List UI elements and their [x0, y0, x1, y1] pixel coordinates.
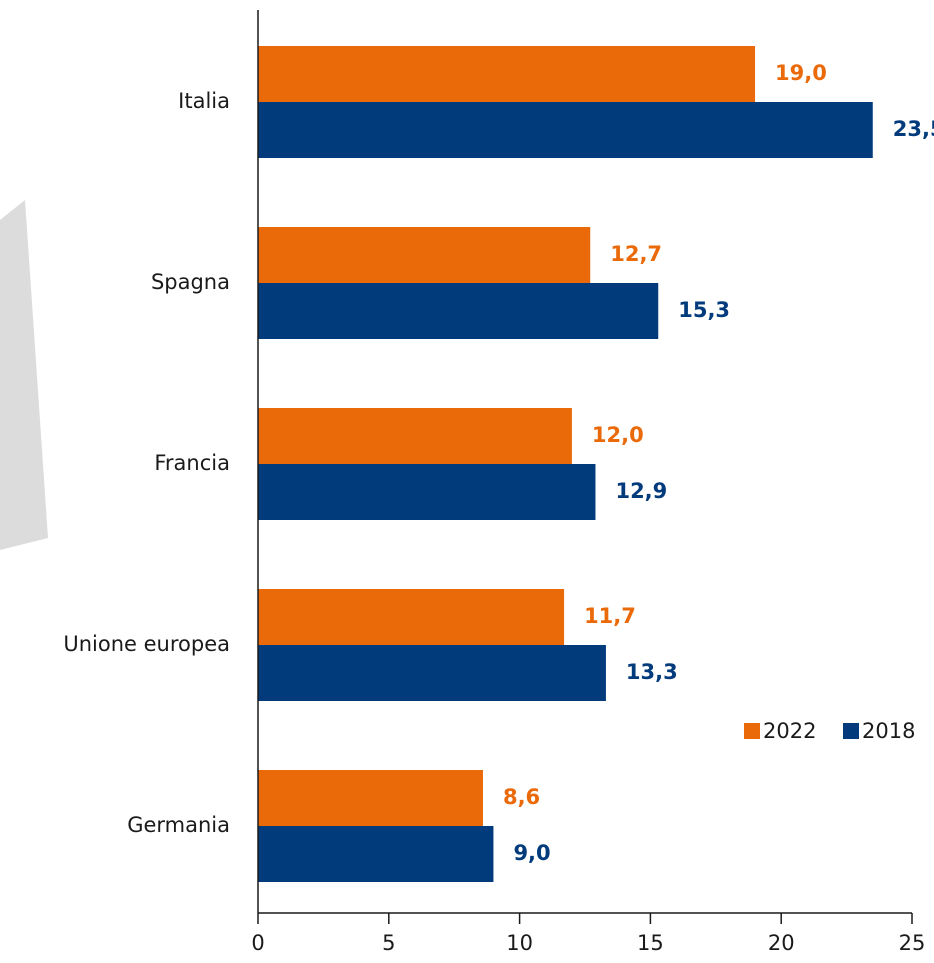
bar-2018-unione-europea [258, 645, 606, 701]
bar-2018-spagna [258, 283, 658, 339]
x-ticks-layer: 0 5 10 15 20 25 [251, 913, 925, 955]
bar-2022-unione-europea [258, 589, 564, 645]
legend-swatch [843, 723, 859, 739]
bar-2022-germania [258, 770, 483, 826]
x-tick-label: 15 [637, 931, 664, 955]
data-label: 15,3 [678, 298, 730, 322]
data-label: 12,7 [610, 242, 662, 266]
legend-label: 2018 [862, 719, 915, 743]
legend-swatch [744, 723, 760, 739]
category-label: Unione europea [63, 632, 230, 656]
x-tick-label: 20 [768, 931, 795, 955]
legend-label: 2022 [763, 719, 816, 743]
bar-2018-francia [258, 464, 595, 520]
category-label: Francia [154, 451, 230, 475]
category-label: Spagna [151, 270, 230, 294]
data-label: 8,6 [503, 785, 540, 809]
data-label: 23,5 [893, 117, 934, 141]
background-decoration [0, 200, 48, 550]
x-tick-label: 5 [382, 931, 395, 955]
data-label: 11,7 [584, 604, 636, 628]
data-label: 9,0 [513, 841, 550, 865]
x-tick-label: 0 [251, 931, 264, 955]
category-labels-layer: Italia Spagna Francia Unione europea Germani… [63, 89, 230, 837]
bar-2018-italia [258, 102, 873, 158]
bar-2022-spagna [258, 227, 590, 283]
bar-2018-germania [258, 826, 493, 882]
data-label: 12,9 [615, 479, 667, 503]
x-tick-label: 10 [506, 931, 533, 955]
bars-layer [258, 46, 873, 882]
bar-2022-italia [258, 46, 755, 102]
data-label: 13,3 [626, 660, 678, 684]
category-label: Italia [178, 89, 230, 113]
data-label: 19,0 [775, 61, 827, 85]
category-label: Germania [127, 813, 230, 837]
legend: 2022 2018 [744, 719, 915, 743]
bar-2022-francia [258, 408, 572, 464]
x-tick-label: 25 [899, 931, 926, 955]
data-label: 12,0 [592, 423, 644, 447]
